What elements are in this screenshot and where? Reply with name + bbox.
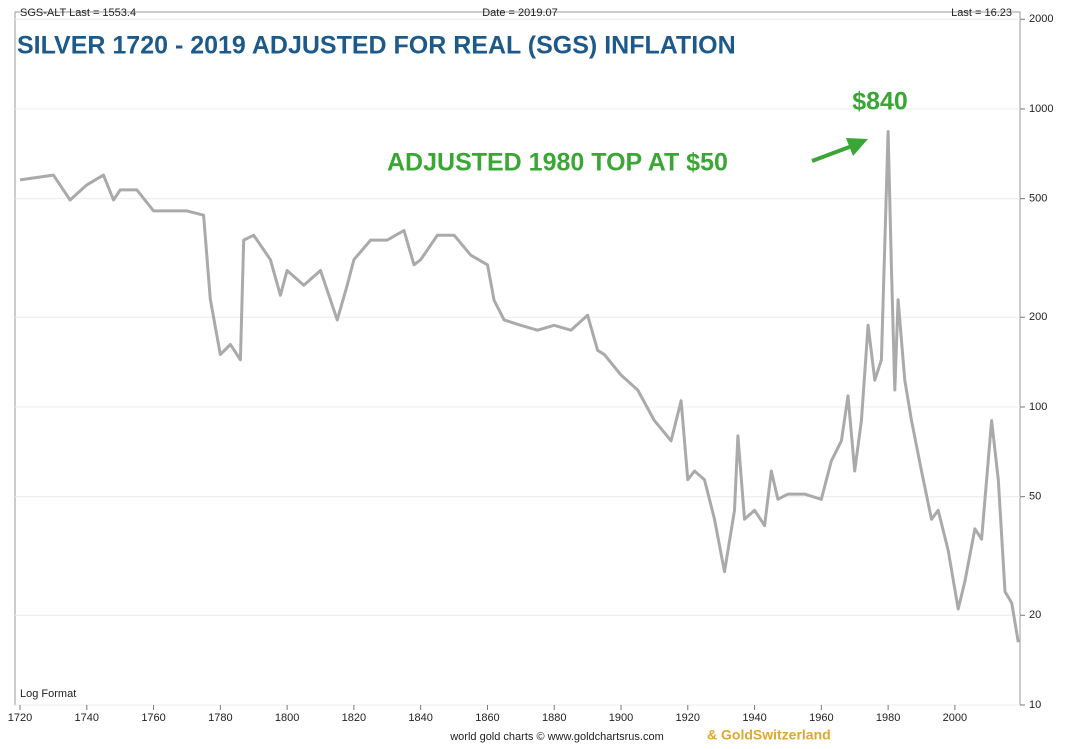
header-right: Last = 16.23 [951,7,1012,19]
arrow-shaft [811,144,853,163]
y-tick-label: 50 [1029,491,1041,503]
y-tick-label: 10 [1029,699,1041,711]
plot-frame [14,11,1021,706]
y-tick-label: 1000 [1029,103,1053,115]
plot [19,130,1020,643]
grid [15,18,1025,710]
x-tick-label: 1860 [475,712,499,724]
footer: world gold charts © www.goldchartsrus.co… [449,731,664,743]
x-tick-label: 1740 [75,712,99,724]
x-tick-label: 1940 [742,712,766,724]
x-tick-label: 1840 [408,712,432,724]
price-line [19,130,1020,643]
x-tick-label: 2000 [943,712,967,724]
y-tick-label: 200 [1029,311,1047,323]
x-tick-label: 1780 [208,712,232,724]
x-tick-label: 1720 [8,712,32,724]
x-tick-label: 1800 [275,712,299,724]
x-tick-label: 1760 [141,712,165,724]
x-tick-label: 1900 [609,712,633,724]
x-tick-label: 1820 [342,712,366,724]
scale-note: Log Format [20,688,76,700]
y-tick-label: 20 [1029,609,1041,621]
x-tick-label: 1920 [676,712,700,724]
arrow-head [846,138,868,156]
footer-brand: & GoldSwitzerland [707,727,831,743]
x-tick-label: 1980 [876,712,900,724]
y-tick-label: 100 [1029,401,1047,413]
peak-label: $840 [852,88,908,116]
header-left: SGS-ALT Last = 1553.4 [20,7,136,19]
chart-title: SILVER 1720 - 2019 ADJUSTED FOR REAL (SG… [17,32,736,60]
x-tick-label: 1960 [809,712,833,724]
x-tick-label: 1880 [542,712,566,724]
y-tick-label: 500 [1029,193,1047,205]
y-tick-label: 2000 [1029,13,1053,25]
annotation: ADJUSTED 1980 TOP AT $50 [387,149,728,177]
header-center: Date = 2019.07 [482,7,558,19]
